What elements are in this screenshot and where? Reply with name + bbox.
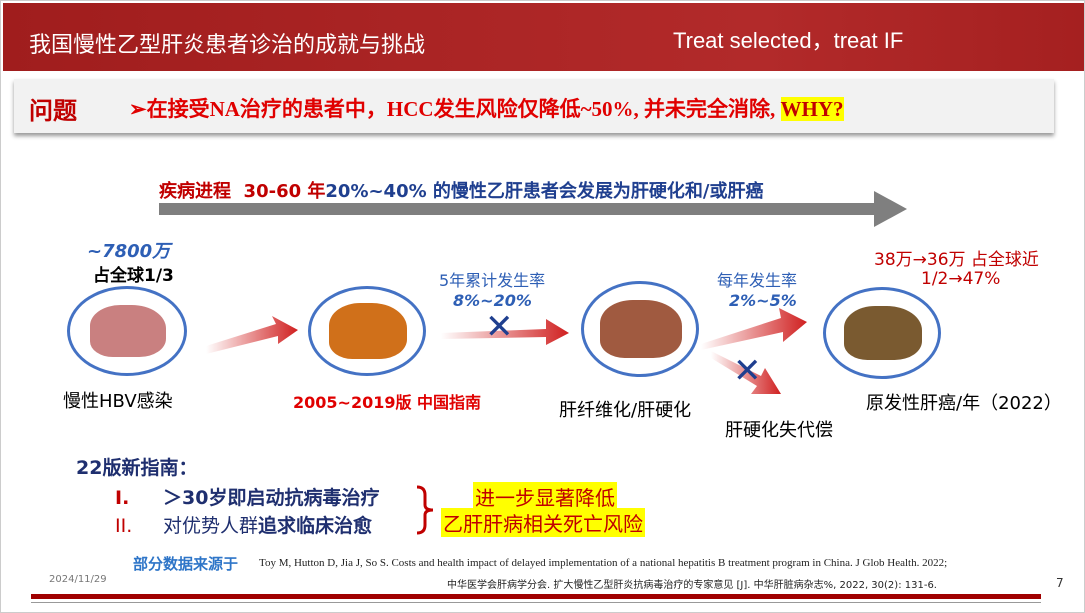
item-text: ＞30岁即启动抗病毒治疗 bbox=[163, 487, 380, 509]
hbv-label: 慢性HBV感染 bbox=[63, 391, 173, 412]
item-number: II. bbox=[115, 515, 133, 537]
blocked-x-icon: ✕ bbox=[733, 351, 762, 391]
hbv-liver-ellipse bbox=[67, 286, 187, 376]
footer-divider bbox=[31, 602, 1041, 603]
source-label: 部分数据来源于 bbox=[133, 555, 239, 573]
guideline-item-2: II. 对优势人群追求临床治愈 bbox=[115, 511, 372, 538]
hbv-share: 占全球1/3 bbox=[93, 266, 174, 286]
liver-image bbox=[844, 306, 922, 360]
progression-text: 疾病进程 30-60 年20%~40% 的慢性乙肝患者会发展为肝硬化和/或肝癌 bbox=[159, 177, 763, 203]
hcc-stat2: 1/2→47% bbox=[921, 269, 1001, 289]
hcc-stat1: 38万→36万 占全球近 bbox=[874, 250, 1039, 270]
item-text: 对优势人群 bbox=[163, 515, 259, 537]
liver-image bbox=[329, 303, 407, 359]
question-text: ➢在接受NA治疗的患者中，HCC发生风险仅降低~50%, 并未完全消除, WHY… bbox=[129, 93, 844, 123]
slide-title: 我国慢性乙型肝炎患者诊治的成就与挑战 bbox=[29, 33, 426, 58]
outcome-2: 乙肝肝病相关死亡风险 bbox=[441, 508, 645, 537]
question-label: 问题 bbox=[29, 97, 77, 125]
hcc-liver-ellipse bbox=[823, 287, 941, 379]
arrow-icon bbox=[441, 319, 569, 345]
guide-label: 2005~2019版 中国指南 bbox=[293, 393, 482, 412]
header-bar bbox=[3, 3, 1084, 71]
progression-label: 疾病进程 bbox=[159, 181, 231, 202]
brace-icon bbox=[416, 485, 434, 535]
progression-desc: 20%~40% 的慢性乙肝患者会发展为肝硬化和/或肝癌 bbox=[325, 181, 764, 202]
tagline: Treat selected，treat IF bbox=[673, 28, 904, 53]
progression-arrow bbox=[159, 191, 907, 227]
guide-liver-ellipse bbox=[308, 286, 426, 376]
guideline-item-1: I. ＞30岁即启动抗病毒治疗 bbox=[115, 483, 379, 510]
liver-image bbox=[90, 305, 166, 357]
outcome-1: 进一步显著降低 bbox=[473, 482, 617, 511]
reference-2: 中华医学会肝病学分会. 扩大慢性乙型肝炎抗病毒治疗的专家意见 [J]. 中华肝脏… bbox=[447, 580, 937, 591]
progression-years: 30-60 年 bbox=[243, 181, 326, 202]
arrow-icon bbox=[701, 308, 807, 350]
arrow-icon bbox=[206, 316, 298, 354]
page-number: 7 bbox=[1056, 576, 1064, 590]
fibrosis-liver-ellipse bbox=[581, 281, 699, 377]
guideline-title: 22版新指南： bbox=[76, 457, 198, 479]
hbv-count: ~7800万 bbox=[87, 241, 171, 262]
why-highlight: WHY? bbox=[780, 97, 844, 121]
arrow-icon bbox=[711, 351, 781, 394]
slide-date: 2024/11/29 bbox=[49, 574, 107, 585]
blocked-x-icon: ✕ bbox=[485, 307, 514, 347]
reference-1: Toy M, Hutton D, Jia J, So S. Costs and … bbox=[259, 557, 948, 569]
decomp-label: 肝硬化失代偿 bbox=[725, 420, 833, 441]
liver-image bbox=[600, 300, 682, 358]
rate2-value: 2%~5% bbox=[729, 291, 797, 310]
rate2-title: 每年发生率 bbox=[717, 271, 798, 290]
question-box bbox=[14, 79, 1054, 133]
fibrosis-label: 肝纤维化/肝硬化 bbox=[559, 400, 692, 421]
rate1-value: 8%~20% bbox=[453, 291, 532, 310]
item-number: I. bbox=[115, 487, 130, 509]
rate1-title: 5年累计发生率 bbox=[439, 271, 546, 290]
footer-bar bbox=[31, 594, 1041, 599]
item-text-bold: 追求临床治愈 bbox=[258, 515, 373, 537]
hcc-label: 原发性肝癌/年（2022） bbox=[866, 393, 1062, 414]
question-body: ➢在接受NA治疗的患者中，HCC发生风险仅降低~50%, 并未完全消除, bbox=[129, 97, 781, 121]
